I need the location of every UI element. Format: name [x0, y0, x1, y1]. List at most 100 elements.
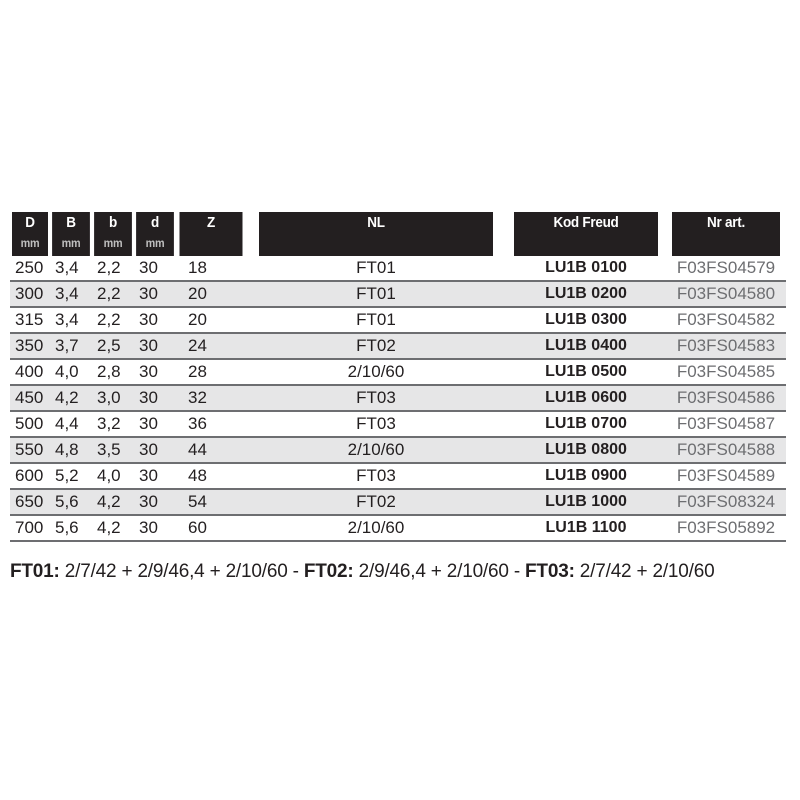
table-row: 500 4,4 3,2 30 36 FT03 LU1B 0700 F03FS04587 — [10, 411, 786, 438]
cell-z-teeth: 20 — [176, 281, 246, 308]
cell-kod-freud: LU1B 0400 — [506, 333, 666, 360]
cell-nr-art: F03FS04588 — [666, 437, 786, 464]
cell-d-bore: 30 — [134, 411, 176, 438]
cell-d-bore: 30 — [134, 281, 176, 308]
cell-z-teeth: 28 — [176, 359, 246, 386]
unit-nr-art — [672, 234, 780, 256]
cell-b-body: 3,5 — [92, 437, 134, 464]
cell-b-body: 4,2 — [92, 515, 134, 542]
cell-d-bore: 30 — [134, 307, 176, 334]
cell-b-width: 4,4 — [50, 411, 92, 438]
cell-nl: 2/10/60 — [246, 437, 506, 464]
cell-kod-freud: LU1B 0700 — [506, 411, 666, 438]
table-row: 700 5,6 4,2 30 60 2/10/60 LU1B 1100 F03FS05892 — [10, 515, 786, 542]
ft01-value: 2/7/42 + 2/9/46,4 + 2/10/60 - — [59, 561, 304, 582]
cell-nr-art: F03FS04580 — [666, 281, 786, 308]
cell-kod-freud: LU1B 0300 — [506, 307, 666, 334]
footnote: FT01: 2/7/42 + 2/9/46,4 + 2/10/60 - FT02… — [10, 561, 715, 583]
cell-d-outer: 450 — [10, 385, 50, 412]
ft02-value: 2/9/46,4 + 2/10/60 - — [353, 561, 526, 582]
cell-d-outer: 250 — [10, 256, 50, 282]
cell-b-width: 5,6 — [50, 489, 92, 516]
cell-b-width: 5,6 — [50, 515, 92, 542]
cell-b-width: 3,7 — [50, 333, 92, 360]
cell-z-teeth: 36 — [176, 411, 246, 438]
table-row: 250 3,4 2,2 30 18 FT01 LU1B 0100 F03FS04579 — [10, 256, 786, 282]
cell-z-teeth: 20 — [176, 307, 246, 334]
cell-b-body: 2,2 — [92, 281, 134, 308]
unit-d-outer: mm — [12, 234, 48, 256]
ft02-label: FT02: — [303, 561, 354, 582]
cell-nl: FT01 — [246, 256, 506, 282]
cell-z-teeth: 48 — [176, 463, 246, 490]
cell-nl: 2/10/60 — [246, 359, 506, 386]
cell-b-width: 3,4 — [50, 307, 92, 334]
cell-b-body: 4,0 — [92, 463, 134, 490]
cell-nl: FT03 — [246, 411, 506, 438]
cell-nr-art: F03FS04587 — [666, 411, 786, 438]
cell-nl: 2/10/60 — [246, 515, 506, 542]
header-d-bore: d — [136, 212, 174, 234]
table-row: 400 4,0 2,8 30 28 2/10/60 LU1B 0500 F03FS04585 — [10, 359, 786, 386]
cell-b-width: 3,4 — [50, 256, 92, 282]
unit-b-body: mm — [94, 234, 132, 256]
cell-d-bore: 30 — [134, 463, 176, 490]
header-d-outer: D — [12, 212, 48, 234]
cell-nr-art: F03FS04589 — [666, 463, 786, 490]
cell-b-body: 3,0 — [92, 385, 134, 412]
unit-kod-freud — [514, 234, 658, 256]
cell-z-teeth: 44 — [176, 437, 246, 464]
cell-nr-art: F03FS08324 — [666, 489, 786, 516]
cell-d-bore: 30 — [134, 515, 176, 542]
cell-nr-art: F03FS05892 — [666, 515, 786, 542]
cell-nl: FT02 — [246, 489, 506, 516]
table-row: 600 5,2 4,0 30 48 FT03 LU1B 0900 F03FS04589 — [10, 463, 786, 490]
table-row: 300 3,4 2,2 30 20 FT01 LU1B 0200 F03FS04580 — [10, 281, 786, 308]
unit-b-width: mm — [52, 234, 90, 256]
cell-nr-art: F03FS04579 — [666, 256, 786, 282]
cell-b-body: 2,5 — [92, 333, 134, 360]
cell-b-width: 4,2 — [50, 385, 92, 412]
cell-kod-freud: LU1B 0800 — [506, 437, 666, 464]
cell-d-outer: 700 — [10, 515, 50, 542]
cell-b-width: 3,4 — [50, 281, 92, 308]
cell-d-outer: 400 — [10, 359, 50, 386]
cell-nr-art: F03FS04586 — [666, 385, 786, 412]
ft03-value: 2/7/42 + 2/10/60 — [574, 561, 715, 582]
cell-nl: FT01 — [246, 307, 506, 334]
cell-kod-freud: LU1B 1000 — [506, 489, 666, 516]
unit-d-bore: mm — [136, 234, 174, 256]
cell-b-width: 4,0 — [50, 359, 92, 386]
header-kod-freud: Kod Freud — [514, 212, 658, 234]
header-b-body: b — [94, 212, 132, 234]
table-row: 350 3,7 2,5 30 24 FT02 LU1B 0400 F03FS04583 — [10, 333, 786, 360]
cell-z-teeth: 24 — [176, 333, 246, 360]
cell-d-outer: 500 — [10, 411, 50, 438]
cell-kod-freud: LU1B 0200 — [506, 281, 666, 308]
units-row: mm mm mm mm — [10, 234, 786, 256]
cell-d-outer: 350 — [10, 333, 50, 360]
table-row: 650 5,6 4,2 30 54 FT02 LU1B 1000 F03FS08324 — [10, 489, 786, 516]
cell-d-outer: 650 — [10, 489, 50, 516]
cell-nr-art: F03FS04583 — [666, 333, 786, 360]
cell-b-width: 4,8 — [50, 437, 92, 464]
cell-nr-art: F03FS04582 — [666, 307, 786, 334]
ft01-label: FT01: — [10, 561, 60, 582]
table-row: 315 3,4 2,2 30 20 FT01 LU1B 0300 F03FS04582 — [10, 307, 786, 334]
cell-d-outer: 600 — [10, 463, 50, 490]
cell-d-bore: 30 — [134, 359, 176, 386]
cell-d-bore: 30 — [134, 489, 176, 516]
unit-nl — [259, 234, 493, 256]
header-z-teeth: Z — [179, 212, 243, 234]
cell-kod-freud: LU1B 0600 — [506, 385, 666, 412]
cell-b-body: 2,8 — [92, 359, 134, 386]
cell-nl: FT02 — [246, 333, 506, 360]
cell-d-outer: 315 — [10, 307, 50, 334]
cell-nl: FT03 — [246, 385, 506, 412]
cell-d-bore: 30 — [134, 333, 176, 360]
cell-z-teeth: 60 — [176, 515, 246, 542]
cell-b-body: 2,2 — [92, 256, 134, 282]
cell-b-width: 5,2 — [50, 463, 92, 490]
